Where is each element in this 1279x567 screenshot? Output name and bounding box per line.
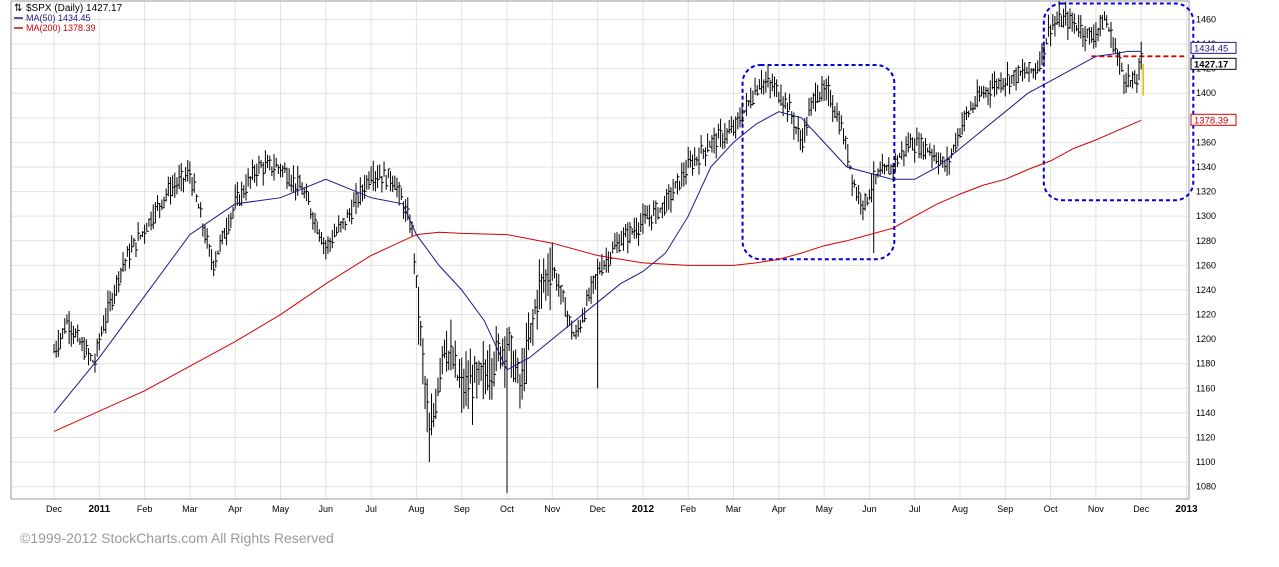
x-tick-label: Jun	[319, 504, 334, 514]
y-tick-label: 1240	[1196, 285, 1216, 295]
value-flag-label: 1427.17	[1194, 59, 1228, 70]
x-tick-label: Jun	[862, 504, 877, 514]
x-tick-label: Sep	[997, 504, 1013, 514]
horizontal-grid	[11, 18, 1189, 488]
x-tick-label: Oct	[1044, 504, 1059, 514]
ohlc-bars-icon: ⇅	[14, 3, 22, 14]
y-tick-label: 1120	[1196, 433, 1215, 443]
y-tick-label: 1300	[1196, 211, 1216, 221]
y-tick-label: 1460	[1196, 14, 1216, 24]
x-tick-label: Jul	[909, 504, 921, 514]
y-tick-label: 1100	[1196, 457, 1215, 467]
highlight-box	[741, 63, 896, 261]
x-tick-label: Nov	[1088, 504, 1105, 514]
copyright-notice: ©1999-2012 StockCharts.com All Rights Re…	[20, 530, 334, 546]
x-tick-label: Mar	[182, 504, 198, 514]
y-tick-label: 1200	[1196, 334, 1216, 344]
x-tick-label: 2012	[632, 504, 655, 515]
chart-title: ⇅ $SPX (Daily) 1427.17	[14, 3, 123, 14]
value-flag-box	[1190, 41, 1237, 54]
legend: MA(50) 1434.45 MA(200) 1378.39	[14, 13, 96, 33]
y-tick-label: 1260	[1196, 260, 1216, 270]
plot-border	[10, 0, 1190, 500]
x-tick-label: Dec	[46, 504, 63, 514]
moving-average-lines	[53, 50, 1142, 432]
price-bars	[53, 1, 1144, 493]
y-tick-label: 1320	[1196, 187, 1216, 197]
ma50-line	[53, 50, 1142, 414]
x-tick-label: Apr	[228, 504, 242, 514]
x-tick-label: Oct	[500, 504, 515, 514]
value-flag-box	[1190, 57, 1237, 70]
y-tick-label: 1360	[1196, 137, 1216, 147]
value-flag-label: 1378.39	[1194, 115, 1228, 126]
value-flag-label: 1434.45	[1194, 43, 1228, 54]
y-axis-ticks: 1080 1100 1120 1140 1160 1180 1200 1220 1240 1260…	[1196, 14, 1216, 491]
y-tick-label: 1400	[1196, 88, 1216, 98]
x-tick-label: Nov	[544, 504, 561, 514]
value-flag-box	[1190, 113, 1237, 126]
y-tick-label: 1280	[1196, 236, 1216, 246]
y-tick-label: 1340	[1196, 162, 1216, 172]
x-tick-label: Mar	[726, 504, 742, 514]
legend-ma50: MA(50) 1434.45	[26, 13, 91, 23]
x-tick-label: Aug	[408, 504, 424, 514]
legend-ma200: MA(200) 1378.39	[26, 23, 96, 33]
x-tick-label: Apr	[772, 504, 786, 514]
y-tick-label: 1080	[1196, 482, 1216, 492]
x-tick-label: Dec	[590, 504, 607, 514]
x-tick-label: Jul	[365, 504, 377, 514]
x-tick-label: Dec	[1133, 504, 1150, 514]
value-flags: 1434.45 1427.17 1378.39	[1190, 41, 1237, 126]
x-axis-ticks: Dec 2011 Feb Mar Apr May Jun Jul Aug Sep Oct Nov Dec…	[46, 504, 1198, 515]
x-tick-label: May	[272, 504, 290, 514]
x-tick-label: May	[816, 504, 834, 514]
x-tick-label: 2013	[1175, 504, 1198, 515]
x-tick-label: Aug	[952, 504, 968, 514]
x-tick-label: 2011	[88, 504, 110, 515]
y-tick-label: 1140	[1196, 408, 1215, 418]
y-tick-label: 1180	[1196, 359, 1215, 369]
y-tick-label: 1220	[1196, 310, 1216, 320]
x-tick-label: Sep	[454, 504, 470, 514]
highlight-box	[1042, 2, 1195, 202]
x-tick-label: Feb	[137, 504, 153, 514]
annotations	[741, 2, 1195, 261]
ma200-line	[53, 119, 1142, 432]
chart-title-text: $SPX (Daily) 1427.17	[26, 3, 123, 14]
y-tick-label: 1160	[1196, 383, 1215, 393]
x-tick-label: Feb	[680, 504, 696, 514]
